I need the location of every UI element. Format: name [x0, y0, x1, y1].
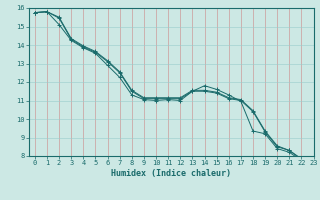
X-axis label: Humidex (Indice chaleur): Humidex (Indice chaleur): [111, 169, 231, 178]
